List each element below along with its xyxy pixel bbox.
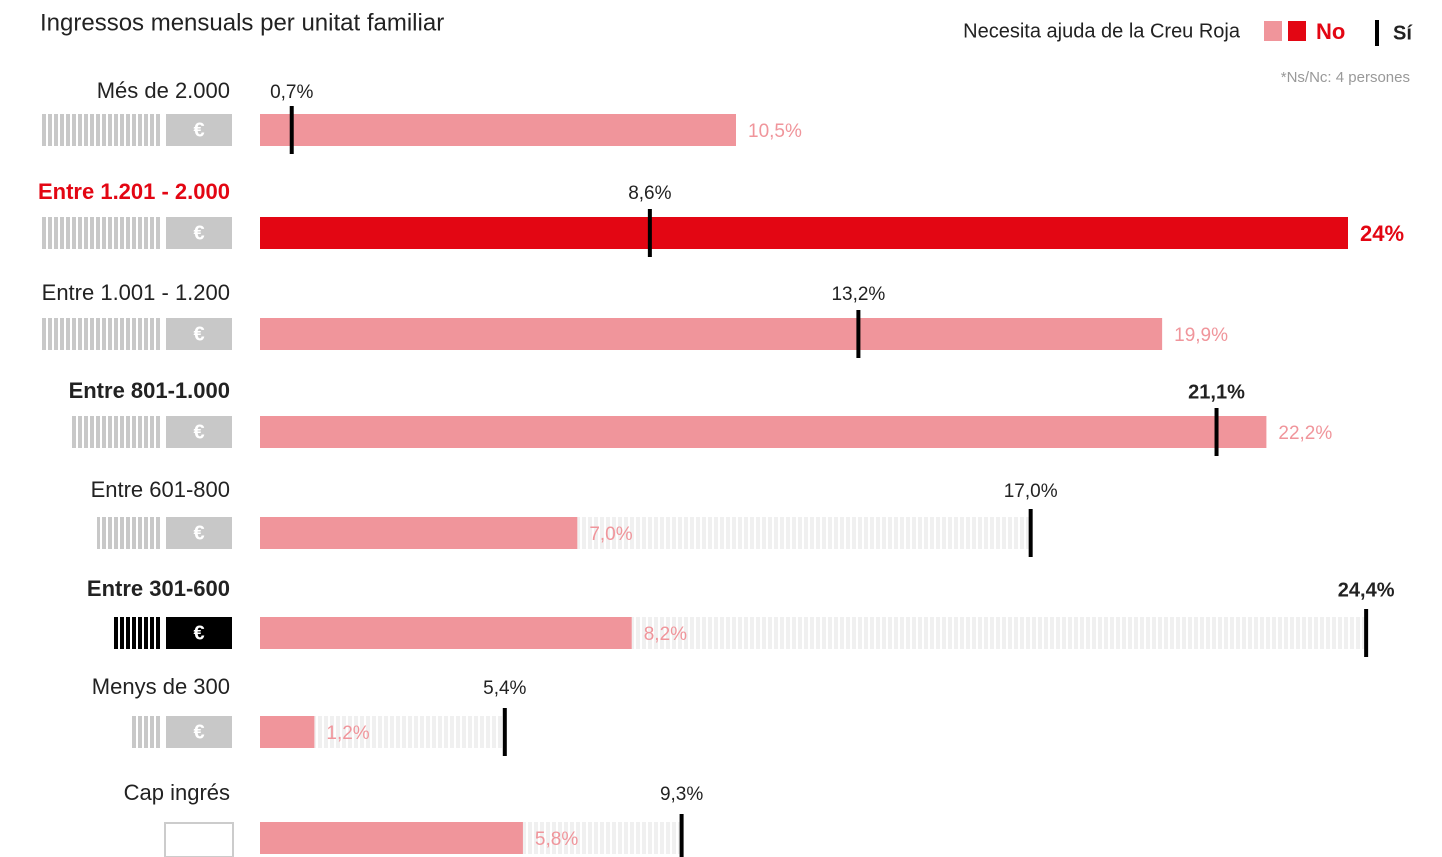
icon-symbol: € [193,522,204,544]
value-label: 22,2% [1278,423,1332,444]
value-label: 5,4% [483,678,526,699]
category-label: Més de 2.000 [97,78,230,103]
category-label: Menys de 300 [92,674,230,699]
category-label: Entre 1.201 - 2.000 [38,179,230,204]
value-label: 13,2% [831,284,885,305]
legend-swatch [1264,21,1282,41]
icon-symbol: € [193,622,204,644]
value-label: 8,2% [644,624,687,645]
sí-marker [289,106,294,154]
icon [166,114,232,146]
icon-symbol: € [193,721,204,743]
sí-range [631,617,1367,649]
sí-marker [1364,609,1369,657]
icon [166,617,232,649]
legend-label: No [1316,19,1345,44]
sí-marker [679,814,684,857]
legend-title: Necesita ajuda de la Creu Roja [963,20,1241,42]
value-label: 10,5% [748,121,802,142]
category-label: Entre 801-1.000 [69,378,230,403]
icon-symbol: € [193,421,204,443]
category-label: Entre 301-600 [87,576,230,601]
icon [114,617,162,649]
legend-swatch [1288,21,1306,41]
note: *Ns/Nc: 4 persones [1281,69,1410,86]
icon-symbol: € [193,119,204,141]
value-label: 7,0% [589,524,632,545]
icon [42,318,162,350]
icon-symbol: € [193,222,204,244]
icon [70,416,162,448]
icon [42,114,162,146]
icon [164,822,234,857]
sí-marker [502,708,507,756]
bar [260,217,1348,249]
icon [166,416,232,448]
value-label: 21,1% [1188,381,1245,403]
icon-symbol: € [193,323,204,345]
bar [260,318,1163,350]
category-label: Entre 601-800 [91,477,230,502]
legend-swatch [1375,20,1379,46]
legend-label: Sí [1393,22,1413,44]
icon [166,318,232,350]
value-label: 24,4% [1338,579,1395,601]
value-label: 17,0% [1004,481,1058,502]
sí-marker [856,310,861,358]
bar [260,517,578,549]
bar [260,114,736,146]
value-label: 0,7% [270,82,313,103]
value-label: 8,6% [628,183,671,204]
sí-range [522,822,682,854]
value-label: 24% [1360,221,1404,246]
value-label: 9,3% [660,784,703,805]
icon [130,716,162,748]
sí-marker [1028,509,1033,557]
bar [260,822,523,854]
sí-marker [647,209,652,257]
category-label: Cap ingrés [124,780,230,805]
icon [166,517,232,549]
icon [97,517,162,549]
icon [42,217,162,249]
icon [166,217,232,249]
icon [166,716,232,748]
bar [260,617,632,649]
sí-range [314,716,505,748]
value-label: 1,2% [326,723,369,744]
value-label: 5,8% [535,829,578,850]
bar [260,416,1267,448]
value-label: 19,9% [1174,325,1228,346]
chart-title: Ingressos mensuals per unitat familiar [40,9,444,36]
bar [260,716,315,748]
sí-range [577,517,1031,549]
sí-marker [1214,408,1219,456]
category-label: Entre 1.001 - 1.200 [42,280,230,305]
